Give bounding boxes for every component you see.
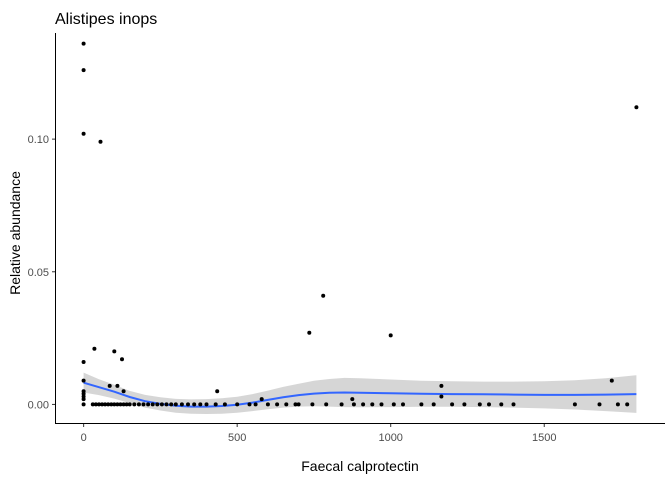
data-point	[419, 402, 424, 407]
data-point	[169, 402, 174, 407]
data-point	[81, 41, 86, 46]
data-point	[388, 333, 393, 338]
x-tick-label: 0	[81, 432, 87, 444]
data-point	[370, 402, 375, 407]
data-point	[124, 402, 129, 407]
data-point	[401, 402, 405, 407]
y-axis-ticks: 0.00 0.05 0.10	[28, 134, 55, 411]
data-point	[81, 402, 86, 407]
data-point	[361, 402, 366, 407]
data-point	[106, 402, 111, 407]
data-point	[150, 402, 155, 407]
data-point	[379, 402, 384, 407]
data-point	[127, 402, 132, 407]
data-point	[213, 402, 218, 407]
data-point	[259, 397, 264, 402]
data-point	[439, 394, 444, 399]
data-point	[597, 402, 602, 407]
data-point	[450, 402, 455, 407]
data-point	[284, 402, 289, 407]
data-point	[625, 402, 630, 407]
data-point	[350, 397, 355, 402]
data-point	[192, 402, 197, 407]
data-point	[296, 402, 301, 407]
data-point	[572, 402, 577, 407]
data-point	[511, 402, 516, 407]
data-point	[81, 378, 86, 383]
data-point	[107, 383, 112, 388]
data-point	[204, 402, 209, 407]
data-point	[173, 402, 178, 407]
data-point	[81, 131, 86, 136]
y-tick-label: 0.05	[28, 267, 49, 279]
data-point	[487, 402, 491, 407]
y-tick-label: 0.00	[28, 399, 49, 411]
data-point	[324, 402, 329, 407]
data-point	[615, 402, 620, 407]
data-point	[247, 402, 252, 407]
data-point	[132, 402, 137, 407]
data-point	[609, 378, 614, 383]
data-point	[115, 402, 120, 407]
data-point	[112, 349, 117, 354]
data-point	[391, 402, 396, 407]
data-point	[81, 397, 86, 402]
data-point	[81, 360, 86, 364]
data-point	[634, 105, 639, 110]
x-tick-label: 500	[228, 432, 246, 444]
x-axis-ticks: 0 500 1000 1500	[81, 424, 556, 444]
x-tick-label: 1000	[378, 432, 402, 444]
data-point	[179, 402, 184, 407]
data-point	[92, 346, 97, 351]
data-point	[307, 330, 312, 335]
data-point	[115, 383, 120, 388]
data-point	[98, 139, 103, 144]
data-point	[293, 402, 298, 407]
x-tick-label: 1500	[532, 432, 556, 444]
data-point	[100, 402, 105, 407]
data-point	[222, 402, 227, 407]
data-point	[146, 402, 151, 407]
data-point	[120, 357, 124, 362]
data-point	[310, 402, 315, 407]
y-tick-label: 0.10	[28, 134, 49, 146]
data-point	[431, 402, 436, 407]
data-point	[275, 402, 280, 407]
chart-title: Alistipes inops	[55, 11, 157, 28]
data-point	[462, 402, 467, 407]
data-point	[109, 402, 114, 407]
data-point	[198, 402, 203, 407]
data-point	[321, 293, 326, 298]
points-layer	[81, 41, 639, 407]
data-point	[81, 68, 86, 73]
data-point	[90, 402, 95, 407]
data-point	[136, 402, 141, 407]
data-point	[265, 402, 270, 407]
y-axis-title: Relative abundance	[7, 171, 23, 295]
data-point	[121, 389, 126, 394]
x-axis-title: Faecal calprotectin	[301, 458, 419, 474]
data-point	[215, 389, 220, 394]
data-point	[159, 402, 164, 407]
data-point	[103, 402, 108, 407]
data-point	[164, 402, 169, 407]
data-point	[93, 402, 98, 407]
data-point	[97, 402, 101, 407]
data-point	[351, 402, 356, 407]
data-point	[235, 402, 240, 407]
data-point	[477, 402, 482, 407]
data-point	[499, 402, 504, 407]
data-point	[141, 402, 146, 407]
data-point	[253, 402, 258, 407]
data-point	[186, 402, 190, 407]
data-point	[112, 402, 117, 407]
data-point	[155, 402, 160, 407]
data-point	[121, 402, 126, 407]
data-point	[439, 383, 444, 388]
data-point	[339, 402, 344, 407]
data-point	[118, 402, 123, 407]
